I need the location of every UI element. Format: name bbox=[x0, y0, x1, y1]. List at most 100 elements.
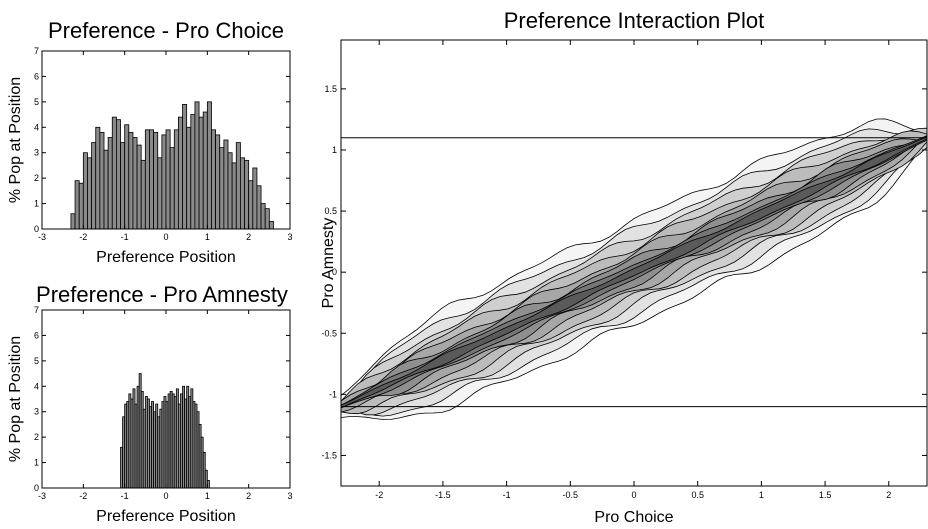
histogram-bar bbox=[182, 104, 188, 230]
histogram-bar bbox=[173, 129, 179, 230]
histogram-bar bbox=[165, 129, 171, 230]
interaction-contour-plot: Preference Interaction Plot -2 -1.5 -1 -0.5… bbox=[320, 8, 928, 526]
histogram-bar bbox=[244, 159, 250, 230]
x-tick-label: 0 bbox=[163, 491, 168, 501]
histogram-bar bbox=[239, 157, 245, 230]
y-tick-label: 4 bbox=[34, 381, 39, 391]
histogram-bar bbox=[70, 213, 76, 230]
x-tick-label: 0 bbox=[631, 490, 636, 500]
y-tick-label: 7 bbox=[34, 305, 39, 315]
x-tick-label: 0 bbox=[163, 232, 168, 242]
y-tick-label: 3 bbox=[34, 407, 39, 417]
y-tick-label: 3 bbox=[34, 148, 39, 158]
x-tick-label: -1 bbox=[121, 232, 129, 242]
histogram-bar bbox=[231, 162, 237, 230]
histogram-bar bbox=[223, 139, 229, 230]
histogram-bar bbox=[198, 116, 204, 230]
histogram-bar bbox=[252, 167, 258, 230]
histogram-pro-amnesty-bars bbox=[120, 373, 210, 489]
x-tick-label: 2 bbox=[886, 490, 891, 500]
histogram-bar bbox=[227, 152, 233, 230]
histogram-bar bbox=[116, 119, 121, 230]
histogram-bar bbox=[111, 116, 117, 230]
histogram-bar bbox=[219, 147, 225, 230]
histogram-bar bbox=[169, 147, 175, 230]
histogram-bar bbox=[215, 134, 221, 230]
histogram-bar bbox=[132, 137, 138, 230]
y-tick-label: -0.5 bbox=[321, 328, 337, 338]
y-tick-label: 0.5 bbox=[324, 206, 337, 216]
y-tick-label: 6 bbox=[34, 71, 39, 81]
histogram-bar bbox=[153, 131, 159, 230]
contour-ylabel: Pro Amnesty bbox=[320, 218, 337, 309]
histogram-pro-amnesty-ticks: -3 -2 -1 0 1 2 3 0 1 2 3 4 5 6 7 bbox=[34, 305, 293, 501]
histogram-bar bbox=[95, 126, 101, 230]
histogram-bar bbox=[206, 101, 212, 230]
x-tick-label: -0.5 bbox=[563, 490, 579, 500]
histogram-bar bbox=[177, 116, 183, 230]
histogram-bar bbox=[136, 144, 142, 230]
y-tick-label: 5 bbox=[34, 356, 39, 366]
y-tick-label: 1 bbox=[332, 145, 337, 155]
x-tick-label: 0.5 bbox=[691, 490, 704, 500]
histogram-bar bbox=[235, 142, 241, 230]
y-tick-label: 2 bbox=[34, 432, 39, 442]
y-tick-label: 7 bbox=[34, 46, 39, 56]
contour-level bbox=[341, 135, 928, 409]
x-tick-label: -2 bbox=[79, 491, 87, 501]
histogram-bar bbox=[256, 185, 262, 230]
x-tick-label: -1 bbox=[503, 490, 511, 500]
x-tick-label: -2 bbox=[375, 490, 383, 500]
histogram-pro-amnesty-xlabel: Preference Position bbox=[96, 508, 236, 525]
histogram-pro-amnesty-title: Preference - Pro Amnesty bbox=[36, 282, 288, 307]
histogram-bar bbox=[202, 111, 208, 230]
y-tick-label: 6 bbox=[34, 330, 39, 340]
contour-ticks: -2 -1.5 -1 -0.5 0 0.5 1 1.5 2 -1.5 -1 -0.5 0 0.5 1 1.5 bbox=[321, 40, 927, 500]
histogram-bar bbox=[74, 180, 80, 230]
x-tick-label: 1 bbox=[205, 232, 210, 242]
histogram-bar bbox=[190, 114, 196, 230]
contour-levels bbox=[341, 118, 928, 420]
histogram-bar bbox=[140, 159, 146, 230]
y-tick-label: 0 bbox=[332, 267, 337, 277]
histogram-pro-choice-ylabel: % Pop at Position bbox=[7, 77, 24, 203]
histogram-pro-amnesty-ylabel: % Pop at Position bbox=[7, 336, 24, 462]
x-tick-label: 1.5 bbox=[819, 490, 832, 500]
y-tick-label: 4 bbox=[34, 122, 39, 132]
histogram-bar bbox=[161, 134, 167, 230]
histogram-pro-choice: Preference - Pro Choice -3 -2 -1 0 1 2 3 0 1 2 3 4 5… bbox=[7, 18, 293, 266]
x-tick-label: 2 bbox=[246, 232, 251, 242]
x-tick-label: 2 bbox=[246, 491, 251, 501]
histogram-bar bbox=[99, 131, 105, 230]
histogram-pro-choice-xlabel: Preference Position bbox=[96, 249, 236, 266]
x-tick-label: 1 bbox=[759, 490, 764, 500]
histogram-bar bbox=[87, 157, 93, 230]
y-tick-label: 0 bbox=[34, 483, 39, 493]
histogram-pro-amnesty: Preference - Pro Amnesty -3 -2 -1 0 1 2 3 0 1 2 3 4… bbox=[7, 282, 293, 525]
histogram-bar bbox=[128, 131, 134, 230]
histogram-bar bbox=[144, 129, 150, 230]
histogram-bar bbox=[149, 129, 154, 230]
histogram-pro-choice-title: Preference - Pro Choice bbox=[48, 18, 284, 43]
y-tick-label: -1 bbox=[329, 389, 337, 399]
histogram-pro-choice-bars bbox=[70, 101, 274, 230]
x-tick-label: -3 bbox=[38, 232, 46, 242]
y-tick-label: 1 bbox=[34, 199, 39, 209]
y-tick-label: 1 bbox=[34, 458, 39, 468]
x-tick-label: 1 bbox=[205, 491, 210, 501]
histogram-bar bbox=[268, 220, 274, 230]
y-tick-label: 1.5 bbox=[324, 84, 337, 94]
histogram-bar bbox=[248, 180, 254, 230]
histogram-bar bbox=[91, 142, 97, 230]
histogram-bar bbox=[107, 137, 113, 230]
histogram-bar bbox=[260, 203, 266, 230]
x-tick-label: -1.5 bbox=[435, 490, 451, 500]
x-tick-label: -2 bbox=[79, 232, 87, 242]
histogram-bar bbox=[124, 124, 130, 230]
x-tick-label: -1 bbox=[121, 491, 129, 501]
y-tick-label: 2 bbox=[34, 173, 39, 183]
y-tick-label: 5 bbox=[34, 97, 39, 107]
histogram-bar bbox=[82, 152, 88, 230]
x-tick-label: -3 bbox=[38, 491, 46, 501]
